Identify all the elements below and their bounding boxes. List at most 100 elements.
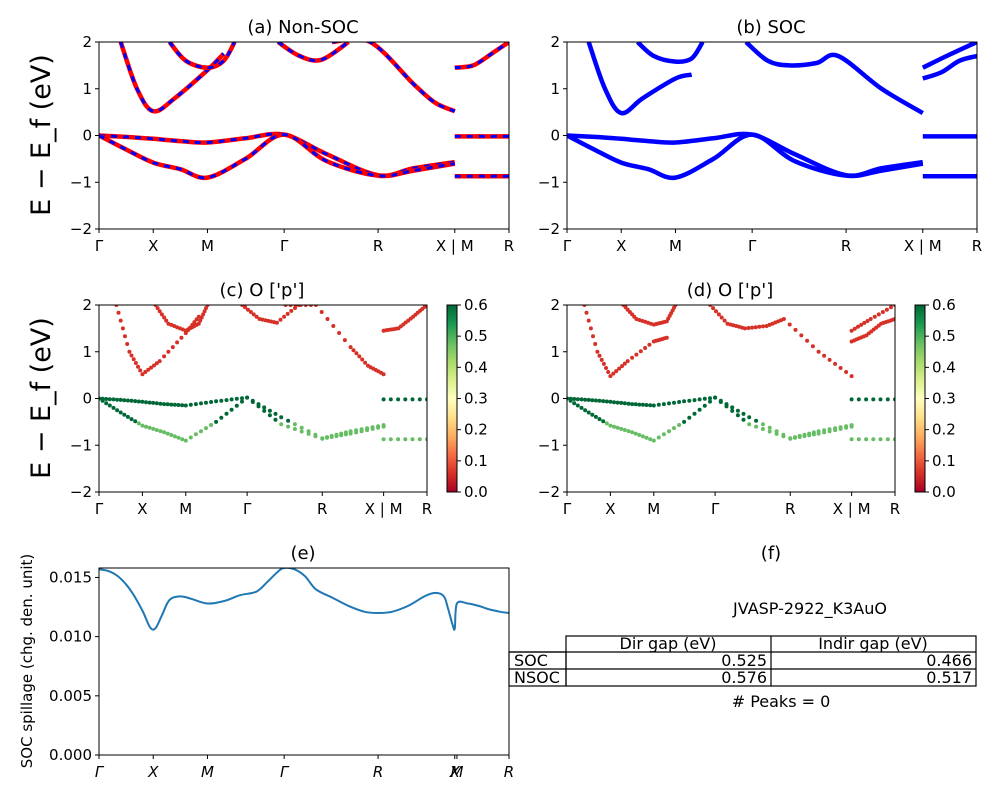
band-point	[604, 421, 609, 426]
band-point	[146, 367, 151, 372]
band-point	[583, 397, 588, 402]
band-point	[131, 357, 136, 362]
band-point	[622, 428, 627, 432]
band-point	[615, 425, 620, 430]
band-point	[880, 310, 885, 314]
band-point	[123, 334, 127, 339]
band-point	[120, 326, 125, 331]
band-point	[889, 305, 893, 310]
x-tick-label: M	[179, 500, 192, 518]
band-point	[246, 307, 250, 312]
band-point	[125, 398, 130, 403]
panel-d-points	[567, 305, 895, 443]
band-point	[633, 402, 638, 407]
band-point	[667, 429, 671, 434]
band-point	[781, 317, 786, 321]
band-point	[214, 419, 219, 424]
band-point	[876, 312, 881, 317]
panel-a-title: (a) Non-SOC	[247, 17, 358, 38]
panel-d-frame	[566, 304, 896, 493]
band-point	[100, 398, 105, 403]
band-point	[601, 361, 606, 366]
band-point	[601, 419, 606, 424]
band-point	[166, 349, 171, 354]
band-point	[604, 366, 608, 370]
band-point	[630, 355, 635, 360]
colorbar-tick-label: 0.3	[464, 390, 488, 408]
band-point	[143, 370, 148, 374]
band-point	[753, 325, 758, 330]
band-point	[234, 396, 239, 401]
band-point	[604, 399, 609, 404]
band-point	[116, 310, 121, 315]
y-tick-label: 0.000	[49, 746, 92, 764]
band-point	[593, 342, 598, 346]
band-point	[741, 411, 746, 416]
x-tick-label: Γ	[711, 500, 720, 518]
band-point	[219, 415, 224, 420]
band-line	[635, 42, 705, 64]
band-point	[188, 435, 193, 440]
band-point	[651, 403, 656, 408]
band-point	[115, 408, 120, 413]
band-point	[129, 353, 134, 358]
band-point	[767, 429, 772, 434]
y-tick-label: −2	[70, 220, 92, 238]
band-point	[872, 314, 877, 319]
band-point	[209, 423, 214, 427]
band-line	[921, 42, 977, 70]
band-point	[388, 397, 393, 402]
band-point	[348, 345, 353, 350]
table-cell-indir: 0.466	[926, 651, 972, 670]
band-point	[805, 338, 810, 343]
band-point	[615, 400, 620, 405]
band-point	[672, 426, 676, 431]
band-point	[136, 399, 141, 404]
band-point	[622, 361, 627, 366]
band-point	[816, 431, 821, 436]
band-point	[154, 401, 159, 406]
band-point	[154, 361, 159, 366]
panel-e-title: (e)	[290, 543, 315, 564]
band-line-dashed	[168, 42, 236, 70]
x-tick-label: X | M	[365, 500, 403, 518]
peaks-count: # Peaks = 0	[732, 692, 831, 711]
x-tick-label: Γ	[748, 237, 757, 255]
spillage-line	[99, 568, 509, 631]
panel-d-axes: −2 −1 0 1 2 Γ X M Γ R X | M R	[538, 296, 900, 518]
x-tick-label: Γ	[563, 500, 572, 518]
band-point	[742, 326, 747, 331]
band-point	[750, 325, 755, 330]
band-point	[360, 357, 365, 362]
band-point	[175, 340, 180, 345]
band-point	[403, 397, 408, 402]
band-point	[647, 342, 652, 347]
band-point	[871, 437, 876, 442]
band-point	[724, 404, 729, 409]
band-point	[862, 320, 867, 325]
band-point	[199, 429, 203, 434]
band-point	[292, 427, 297, 431]
band-point	[822, 353, 827, 358]
band-point	[129, 417, 134, 422]
band-point	[591, 334, 595, 339]
band-point	[396, 397, 401, 402]
band-point	[343, 432, 348, 437]
band-point	[267, 408, 272, 413]
band-point	[644, 435, 649, 440]
band-point	[245, 395, 250, 400]
band-point	[125, 414, 130, 419]
band-point	[774, 431, 779, 436]
band-point	[648, 437, 653, 442]
band-point	[722, 318, 727, 323]
band-point	[164, 318, 169, 323]
material-id: JVASP-2922_K3AuO	[732, 599, 887, 619]
band-point	[169, 402, 174, 407]
band-point	[410, 437, 415, 442]
band-point	[157, 359, 162, 364]
band-point	[656, 435, 661, 440]
x-tick-label: Γ	[280, 763, 290, 781]
band-point	[376, 425, 381, 430]
band-point	[597, 353, 602, 358]
panel-f-title: (f)	[761, 543, 781, 564]
